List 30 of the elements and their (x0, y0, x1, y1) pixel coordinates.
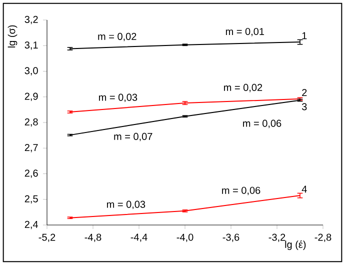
y-axis-title: lg (σ) (8, 25, 18, 48)
y-tick-label: 3,2 (24, 16, 38, 24)
annotation: m = 0,02 (224, 84, 262, 92)
y-tick-label: 3,0 (24, 67, 38, 76)
x-axis-title: lg (έ) (285, 240, 306, 250)
y-tick-label: 2,6 (24, 170, 38, 178)
x-tick-label: -5,2 (38, 234, 56, 242)
annotation: m = 0,06 (222, 186, 260, 196)
annotation: m = 0,07 (114, 132, 152, 142)
annotation: m = 0,03 (107, 200, 146, 210)
x-tick-label: -3,6 (222, 234, 240, 242)
series-label: 1 (302, 32, 307, 40)
y-tick-label: 2,4 (24, 220, 38, 230)
x-tick-label: -4,8 (84, 234, 102, 242)
legend-label: 3 (302, 103, 307, 110)
annotation: m = 0,06 (243, 120, 282, 128)
y-tick-label: 2,5 (24, 195, 38, 204)
series-label: 2 (302, 89, 307, 96)
x-tick-label: -2,8 (314, 234, 332, 242)
y-tick-label: 2,9 (24, 92, 38, 102)
series-label: 4 (302, 186, 307, 193)
annotation: m = 0,01 (226, 28, 264, 36)
x-tick-label: -4,0 (176, 234, 194, 242)
y-tick-label: 3,1 (24, 41, 38, 50)
y-tick-label: 2,8 (24, 118, 38, 127)
annotation: m = 0,02 (98, 32, 136, 42)
annotation: m = 0,03 (99, 94, 138, 102)
x-tick-label: -3,2 (268, 234, 286, 242)
y-tick-label: 2,7 (24, 144, 38, 152)
x-tick-label: -4,4 (130, 234, 148, 242)
